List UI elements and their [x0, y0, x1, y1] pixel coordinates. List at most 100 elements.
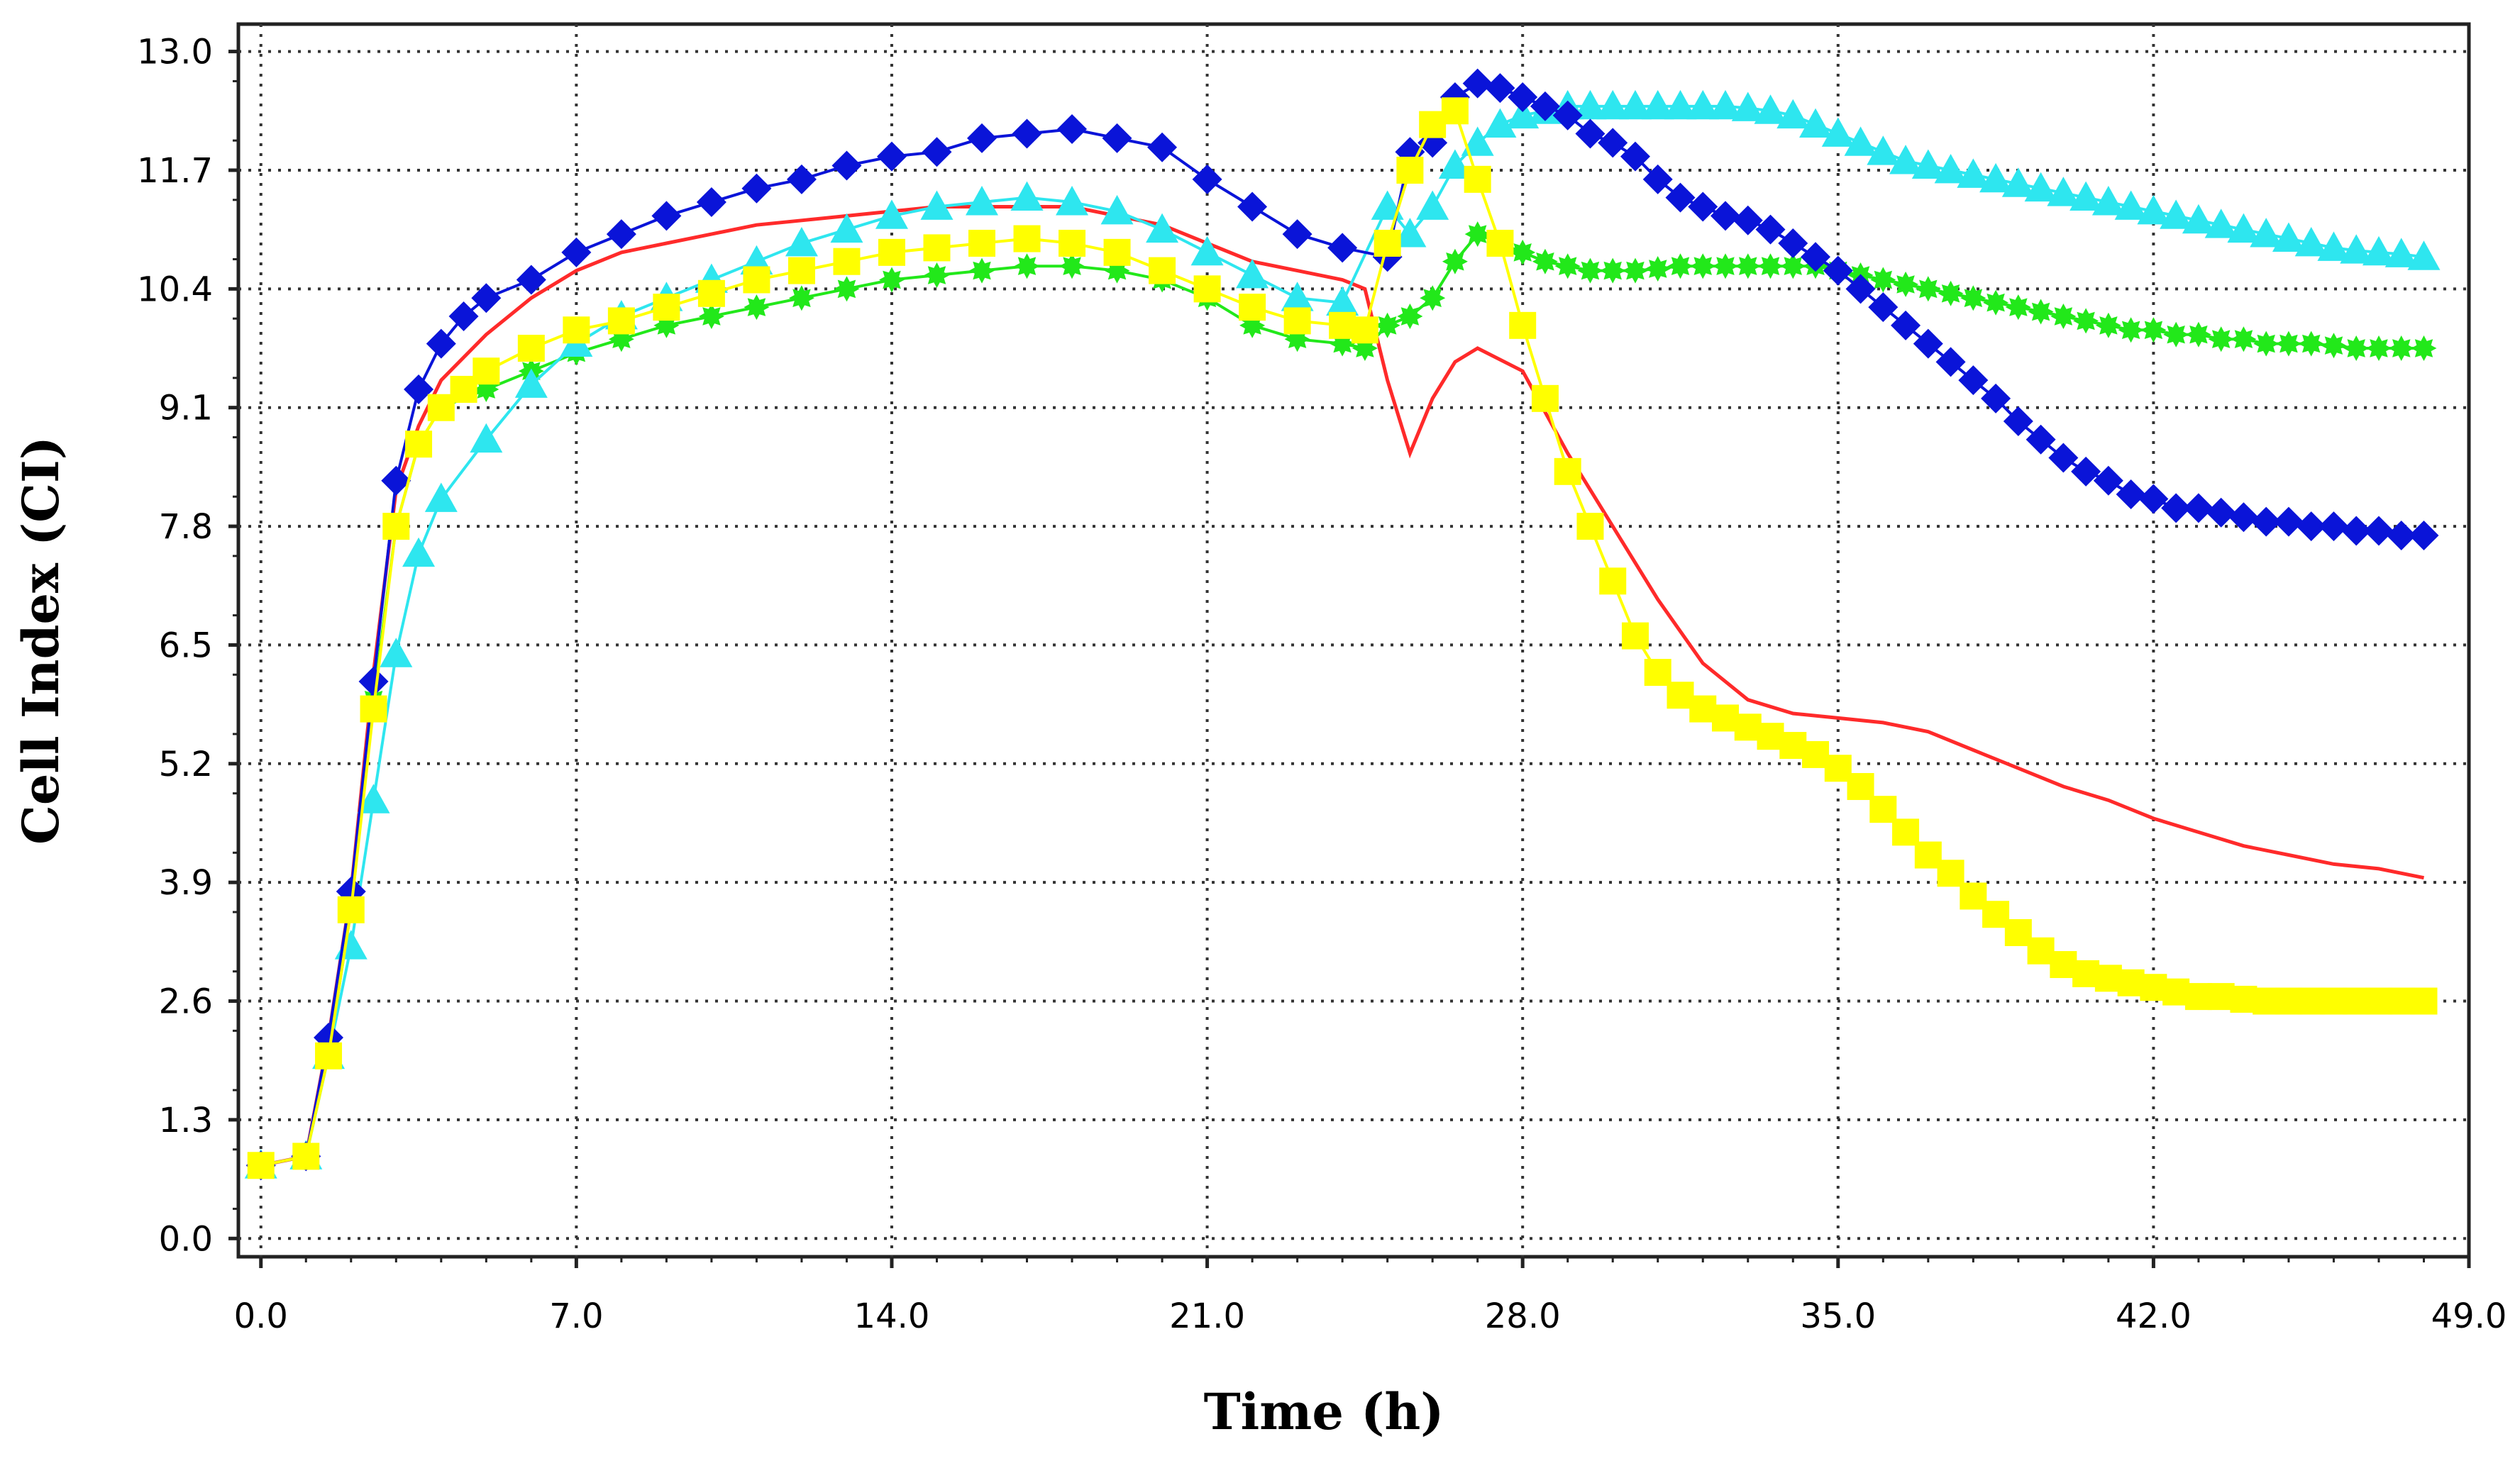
blue-marker — [2228, 502, 2259, 533]
y-tick-label: 0.0 — [159, 1219, 213, 1259]
yellow-marker — [2117, 969, 2145, 996]
cyan-marker — [1393, 218, 1427, 248]
green-marker — [1374, 312, 1400, 338]
cyan-marker — [2294, 226, 2328, 257]
blue-marker — [381, 465, 411, 496]
blue-marker — [2048, 443, 2079, 473]
series-layer — [244, 68, 2441, 1181]
yellow-marker — [1712, 704, 1739, 732]
yellow-marker — [878, 238, 905, 266]
green-marker — [1667, 253, 1693, 279]
yellow-marker — [2162, 978, 2190, 1006]
yellow-marker — [697, 279, 725, 307]
yellow-marker — [1576, 513, 1604, 540]
cyan-marker — [357, 784, 390, 813]
cyan-marker — [2407, 240, 2441, 270]
blue-marker — [1688, 191, 1718, 222]
cyan-marker — [1867, 135, 1900, 165]
blue-marker — [426, 328, 456, 359]
yellow-marker — [1734, 713, 1762, 741]
yellow-marker — [472, 357, 500, 385]
y-axis-title: Cell Index (CI) — [11, 436, 70, 845]
blue-marker — [2116, 479, 2146, 510]
yellow-marker — [1757, 723, 1784, 750]
cyan-marker — [1889, 145, 1923, 174]
cyan-marker — [2250, 218, 2283, 248]
yellow-marker — [563, 316, 590, 344]
blue-marker — [786, 164, 817, 194]
yellow-marker — [1013, 225, 1041, 252]
x-tick-label: 49.0 — [2431, 1296, 2507, 1336]
green-marker — [1464, 221, 1491, 248]
cyan-marker — [830, 213, 863, 243]
green-marker — [744, 294, 770, 321]
blue-marker — [2319, 511, 2349, 542]
cyan-marker — [2227, 213, 2260, 243]
red-line — [260, 205, 2424, 1167]
cyan-marker — [1483, 108, 1517, 138]
cyan-marker — [1731, 91, 1764, 121]
cyan-marker — [2069, 181, 2103, 211]
yellow-marker — [2072, 960, 2100, 987]
blue-marker — [1823, 255, 1853, 286]
cyan-marker — [1056, 186, 1089, 216]
yellow-marker — [743, 266, 770, 294]
green-marker — [1960, 285, 1986, 311]
cyan-marker — [1821, 117, 1855, 147]
green-marker — [2028, 299, 2054, 325]
cyan-marker — [402, 537, 436, 567]
green-marker — [2005, 294, 2031, 321]
y-tick-label: 2.6 — [159, 982, 213, 1022]
blue-marker — [1530, 91, 1560, 121]
blue-marker — [1711, 201, 1740, 231]
cyan-marker — [1100, 194, 1134, 225]
yellow-marker — [1396, 156, 1424, 184]
blue-marker — [1282, 219, 1312, 250]
blue-marker — [922, 137, 952, 167]
cyan-marker — [2362, 235, 2395, 266]
cyan-marker — [1776, 99, 1810, 129]
green-marker — [2366, 335, 2392, 361]
x-tick-label: 42.0 — [2116, 1296, 2192, 1336]
green-marker — [969, 257, 995, 284]
cyan-marker — [470, 423, 503, 453]
yellow-marker — [2004, 918, 2032, 946]
x-tick-label: 7.0 — [549, 1296, 603, 1336]
green-marker — [1014, 253, 1040, 279]
yellow-marker — [1103, 238, 1131, 266]
blue-marker — [1620, 141, 1650, 172]
yellow-marker — [1283, 307, 1311, 335]
cyan-marker — [1979, 162, 2013, 193]
blue-marker — [1801, 242, 1831, 272]
x-tick-label: 28.0 — [1485, 1296, 1561, 1336]
green-marker — [2298, 330, 2324, 357]
blue-marker — [2341, 516, 2372, 546]
y-tick-label: 3.9 — [159, 863, 213, 903]
green-marker — [2050, 304, 2077, 329]
yellow-marker — [788, 257, 815, 284]
green-marker — [1983, 289, 2009, 316]
blue-marker — [1913, 328, 1943, 359]
yellow-marker — [1892, 818, 1920, 846]
green-marker — [698, 304, 724, 329]
yellow-marker — [653, 294, 680, 321]
grid — [228, 24, 2471, 1268]
blue-marker — [1552, 100, 1583, 130]
blue-marker — [2273, 506, 2304, 537]
y-tick-label: 10.4 — [137, 270, 213, 309]
cyan-marker — [2001, 167, 2035, 197]
blue-marker — [358, 666, 389, 696]
cyan-marker — [1596, 89, 1630, 120]
x-tick-label: 21.0 — [1169, 1296, 1245, 1336]
green-marker — [1735, 253, 1761, 279]
cyan-marker — [380, 638, 413, 667]
yellow-marker — [1869, 796, 1897, 823]
blue-marker — [1327, 233, 1358, 263]
yellow-marker — [1329, 311, 1356, 339]
blue-marker — [1981, 383, 2011, 413]
blue-marker — [561, 237, 592, 267]
green-marker — [2253, 330, 2279, 357]
blue-marker — [2138, 484, 2169, 514]
cyan-marker — [1844, 126, 1877, 156]
cyan-marker — [1010, 181, 1044, 211]
